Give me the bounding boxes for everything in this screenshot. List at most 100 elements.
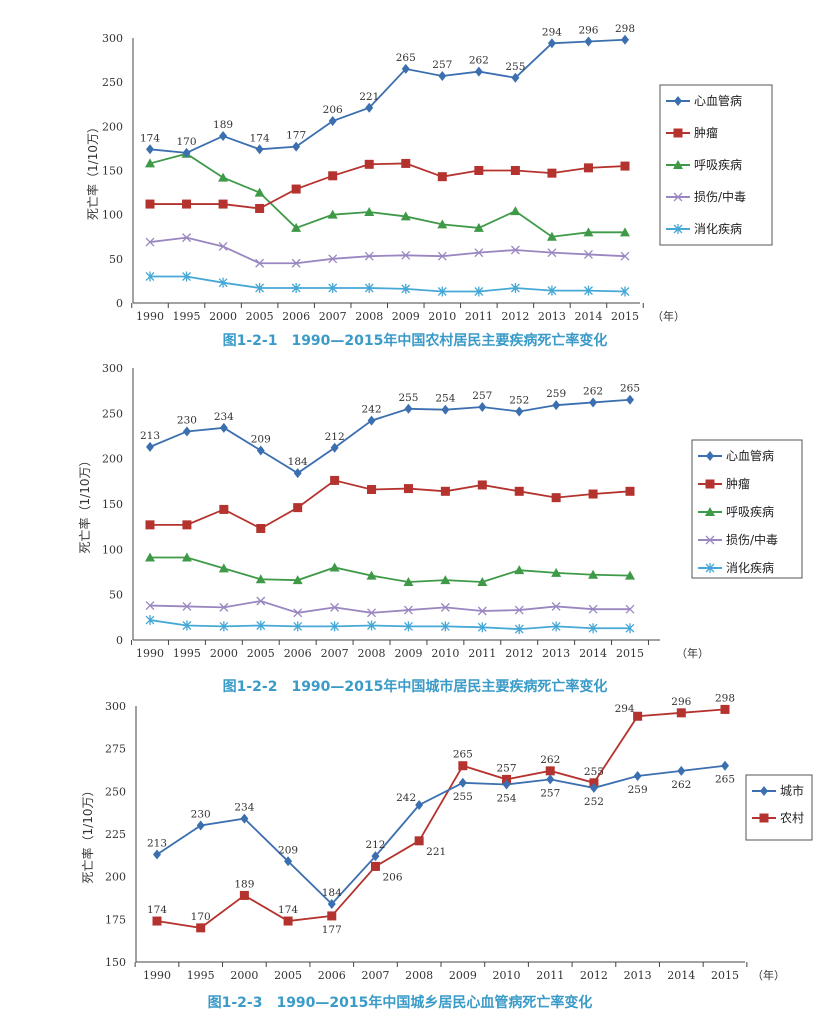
y-tick-label: 250 — [102, 407, 123, 420]
legend-item-digest: 消化疾病 — [698, 560, 774, 575]
y-tick-label: 175 — [105, 913, 126, 926]
data-point-resp — [400, 211, 411, 221]
series-line-tumor — [156, 708, 726, 929]
legend-label: 消化疾病 — [726, 560, 774, 575]
data-point-cardio — [219, 422, 228, 433]
data-point-injury — [145, 237, 155, 247]
x-tick-label: 1995 — [173, 647, 201, 660]
data-label: 259 — [546, 388, 566, 400]
data-label: 252 — [584, 796, 604, 808]
data-point-resp — [329, 562, 340, 572]
data-point-resp — [292, 575, 303, 585]
series-resp — [145, 552, 635, 586]
data-point-resp — [437, 219, 448, 229]
data-point-tumor — [218, 199, 228, 209]
data-point-cardio — [240, 813, 249, 824]
data-point-digest — [547, 285, 557, 296]
data-point-digest — [437, 286, 447, 297]
data-point-tumor — [327, 911, 337, 921]
x-tick-label: 2006 — [282, 310, 310, 323]
data-label: 257 — [540, 787, 560, 799]
y-tick-label: 0 — [116, 634, 123, 647]
legend-label: 心血管病 — [726, 448, 774, 463]
data-point-cardio — [677, 765, 686, 776]
data-point-resp — [255, 574, 266, 584]
data-point-digest — [145, 271, 155, 282]
data-point-resp — [364, 207, 375, 217]
legend-label: 呼吸疾病 — [694, 157, 742, 172]
data-label: 174 — [140, 132, 160, 144]
data-point-digest — [330, 621, 340, 632]
legend-item-injury: 损伤/中毒 — [666, 189, 746, 204]
data-point-digest — [218, 277, 228, 288]
data-point-resp — [588, 569, 599, 579]
data-label: 252 — [509, 395, 529, 407]
data-point-tumor — [414, 836, 424, 846]
data-point-resp — [625, 570, 635, 580]
legend-item-cardio: 心血管病 — [666, 93, 742, 108]
data-point-injury — [328, 254, 338, 264]
data-point-digest — [620, 286, 630, 297]
legend-item-resp: 呼吸疾病 — [698, 504, 774, 519]
data-label: 209 — [278, 844, 298, 856]
legend-marker-icon — [673, 192, 683, 202]
y-tick-label: 300 — [102, 362, 123, 375]
x-tick-label: 2005 — [274, 969, 302, 982]
data-point-injury — [474, 248, 484, 258]
x-tick-label: 1990 — [136, 310, 164, 323]
x-tick-label: 2013 — [624, 969, 652, 982]
data-point-cardio — [327, 898, 336, 909]
series-line-cardio — [156, 764, 726, 906]
data-point-resp — [366, 570, 377, 580]
data-label: 294 — [615, 703, 635, 715]
data-point-tumor — [364, 159, 374, 169]
legend-item-digest: 消化疾病 — [666, 221, 742, 236]
data-point-cardio — [146, 144, 154, 155]
series-resp — [145, 148, 630, 241]
data-point-digest — [293, 621, 303, 632]
data-point-tumor — [182, 520, 192, 530]
legend-label: 肿瘤 — [694, 125, 718, 140]
data-point-digest — [364, 282, 374, 293]
data-point-injury — [620, 251, 630, 261]
data-point-cardio — [219, 131, 228, 142]
data-point-tumor — [152, 916, 162, 926]
data-point-tumor — [328, 171, 338, 181]
series-digest — [145, 615, 635, 635]
legend-label: 心血管病 — [694, 93, 742, 108]
data-label: 259 — [628, 784, 648, 796]
legend-label: 肿瘤 — [726, 476, 750, 491]
data-point-tumor — [589, 778, 599, 788]
x-tick-label: 2005 — [246, 310, 274, 323]
data-point-cardio — [153, 849, 161, 860]
chart-2: 0 50 100 150 200 250 300 1990 1995 2000 2005 2006 20… — [77, 362, 803, 695]
data-label: 257 — [472, 390, 492, 402]
data-label: 262 — [583, 385, 603, 397]
data-point-digest — [584, 285, 593, 296]
data-point-resp — [620, 227, 630, 237]
data-point-tumor — [401, 158, 411, 168]
data-point-cardio — [330, 442, 339, 453]
data-label: 174 — [278, 904, 298, 916]
data-label: 234 — [214, 411, 234, 423]
y-tick-label: 100 — [102, 209, 123, 222]
data-label: 189 — [213, 119, 233, 131]
data-point-resp — [514, 565, 525, 575]
data-label: 242 — [396, 792, 416, 804]
legend-label: 城市 — [780, 783, 804, 798]
data-point-resp — [440, 575, 451, 585]
data-point-cardio — [146, 441, 154, 452]
series-injury — [145, 596, 635, 618]
data-point-tumor — [145, 520, 155, 530]
data-point-resp — [291, 222, 302, 232]
y-tick-label: 150 — [102, 165, 123, 178]
data-label: 230 — [191, 808, 211, 820]
data-point-digest — [182, 620, 192, 631]
data-label: 296 — [578, 25, 598, 37]
series-cardio: 174 170 189 174 177 206 221 265 257 262 255 294 296 2… — [140, 23, 635, 158]
y-axis-label: 死亡率（1/10万） — [85, 121, 100, 220]
data-point-injury — [367, 608, 376, 618]
